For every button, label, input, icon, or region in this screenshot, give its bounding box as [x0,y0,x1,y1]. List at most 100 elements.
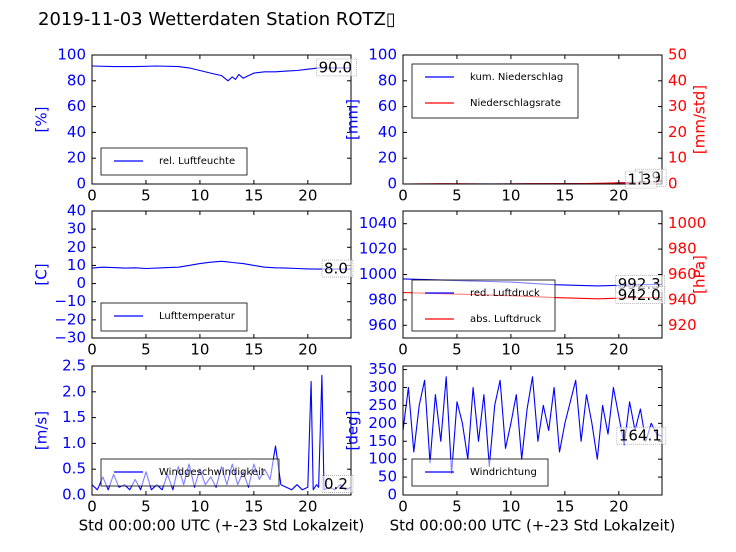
value-annotation-box [616,426,667,445]
y2-tick-label: 20 [668,123,687,141]
y-tick-label: 0 [76,274,86,292]
y-tick-label: 80 [67,71,86,89]
y-tick-label: 0 [387,486,397,504]
y2-tick-label: 40 [668,71,687,89]
value-annotation: 0.2 [324,475,348,493]
legend-label: Windrichtung [470,467,537,478]
x-tick-label: 20 [609,498,628,516]
y2-tick-label: 50 [668,46,687,64]
x-tick-label: 5 [141,341,151,359]
y-tick-label: 100 [368,450,397,468]
y2-tick-label: 940 [668,290,697,308]
y-tick-label: 50 [378,468,397,486]
legend-box [411,63,579,119]
chart-wind-direction: 0 5 10 15 20050100150200250300350[deg]Windri… [344,360,676,534]
y-tick-label: 2.5 [62,357,86,375]
value-annotation: 1.3 [627,171,651,189]
y-axis-label: [deg] [344,411,362,451]
value-annotation-box [321,475,354,493]
value-annotation: 8.0 [324,260,348,278]
y-tick-label: 1.5 [62,408,86,426]
value-annotation: 164.1 [619,427,662,445]
y-tick-label: 980 [368,290,397,308]
y2-axis-label: [hPa] [691,255,709,294]
y-tick-label: 100 [368,46,397,64]
y-tick-label: 200 [368,414,397,432]
series-line-rel-luftfeuchte [91,65,351,82]
x-tick-label: 20 [609,341,628,359]
legend-label: rel. Luftfeuchte [159,156,235,167]
y2-tick-label: 980 [668,240,697,258]
y-tick-label: 60 [67,97,86,115]
x-tick-label: 0 [87,498,97,516]
legend-box [411,279,556,332]
value-annotation: 942.0 [618,286,661,304]
y-tick-label: 1.0 [62,434,86,452]
plot-frame [91,365,352,496]
chart-humidity: 0 5 10 15 20 0 20 40 60 80 100 [%] rel. Luftfeuchte 9… [33,46,357,205]
y2-tick-label: 920 [668,316,697,334]
y-tick-label: 0.5 [62,460,86,478]
y-tick-label: 1040 [359,214,397,232]
x-tick-label: 10 [501,187,520,205]
x-tick-label: 0 [398,341,408,359]
y-tick-label: 20 [378,149,397,167]
x-tick-label: 5 [452,187,462,205]
chart-temperature: 0 5 10 15 20−30−20−10010203040[C]Lufttempera… [33,202,354,359]
value-annotation-box [615,286,666,304]
value-annotation-box [625,170,657,189]
y-axis-label: [%] [33,107,51,133]
y2-tick-label: 10 [668,149,687,167]
x-tick-label: 0 [398,498,408,516]
plot-frame [91,54,352,185]
y-tick-label: 350 [368,360,397,378]
y-tick-label: 1000 [359,265,397,283]
legend-label: red. Luftdruck [470,288,540,299]
x-tick-label: 10 [190,341,209,359]
x-tick-label: 20 [298,187,317,205]
y-tick-label: 0 [387,175,397,193]
y-tick-label: 0.0 [62,486,86,504]
x-tick-label: 5 [452,498,462,516]
x-tick-label: 20 [298,498,317,516]
legend-label: Lufttemperatur [159,311,236,322]
x-tick-label: 10 [190,187,209,205]
y-axis-label: [m/s] [33,411,51,450]
value-annotation: 90.0 [319,58,352,76]
plot-frame [402,54,663,185]
y-tick-label: 250 [368,396,397,414]
y2-tick-label: 0 [668,175,678,193]
y-tick-label: 10 [67,256,86,274]
x-tick-label: 5 [141,498,151,516]
legend-label: kum. Niederschlag [470,72,563,83]
y-axis-label: [C] [33,263,51,285]
x-tick-label: 15 [244,187,263,205]
x-tick-label: 10 [190,498,209,516]
x-tick-label: 10 [501,341,520,359]
y-tick-label: −10 [54,292,86,310]
x-tick-label: 20 [609,187,628,205]
y2-axis-label: [mm/std] [691,85,709,154]
x-tick-label: 20 [298,341,317,359]
chart-wind-speed: 0 5 10 15 20 0.0 0.5 1.0 1.5 2.0 2.5 [m/s] Windgesch… [33,357,365,535]
chart-pressure: 0 5 10 15 20 960 980 1000 1020 1040 920 940 960 980 10… [359,210,709,359]
y-tick-label: 40 [67,202,86,220]
x-tick-label: 15 [244,498,263,516]
chart-precipitation: 0 5 10 15 20 0 20 40 60 80 100 0 10 20 30 40 50 [mm] [mm/s… [344,46,709,205]
y2-tick-label: 30 [668,97,687,115]
x-tick-label: 5 [141,187,151,205]
value-annotation-box [316,58,357,77]
y-tick-label: 0 [76,175,86,193]
x-tick-label: 15 [555,341,574,359]
y-tick-label: 20 [67,238,86,256]
y-tick-label: 100 [57,46,86,64]
y-tick-label: 20 [67,149,86,167]
y-tick-label: 960 [368,316,397,334]
x-tick-label: 0 [398,187,408,205]
figure-title: 2019-11-03 Wetterdaten Station ROTZ▯ [38,9,396,30]
x-tick-label: 0 [87,187,97,205]
x-tick-label: 15 [555,498,574,516]
y-tick-label: 150 [368,432,397,450]
